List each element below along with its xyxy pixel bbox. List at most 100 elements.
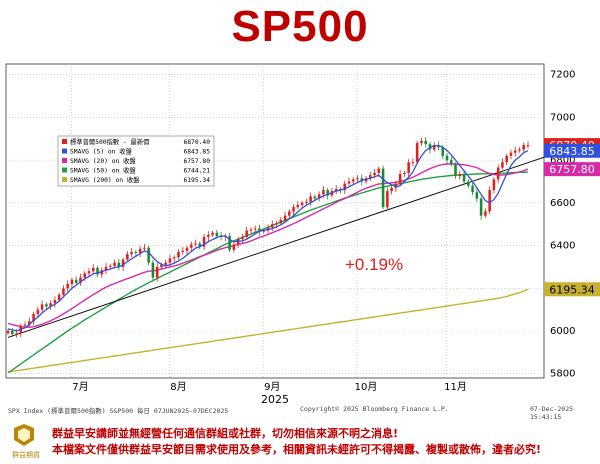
candle <box>117 258 121 271</box>
candle-body <box>91 267 95 272</box>
candle <box>496 164 500 184</box>
candle-body <box>151 262 155 278</box>
candle <box>249 227 253 234</box>
candle <box>36 306 40 318</box>
candle <box>471 182 474 195</box>
candle <box>450 156 453 167</box>
candle-body <box>326 190 329 196</box>
candle-body <box>420 140 423 144</box>
candle-body <box>241 237 244 240</box>
legend-entry-value: 6195.34 <box>183 177 210 184</box>
candle <box>109 263 112 270</box>
candle-body <box>207 234 210 238</box>
candle-body <box>424 140 427 145</box>
candle-body <box>87 271 91 274</box>
timestamp: 07-Dec-2025 15:43:15 <box>530 405 574 421</box>
candle-body <box>202 237 206 247</box>
price-tag: 6843.85 <box>544 143 600 158</box>
candle <box>74 276 78 286</box>
candle-body <box>471 185 474 193</box>
legend-entry-value: 6757.80 <box>183 158 210 165</box>
legend-entry-name: SMAVG (20) on 收盤 <box>70 156 136 165</box>
copyright-note: Copyright© 2025 Bloomberg Finance L.P. <box>300 405 449 413</box>
candle <box>241 234 244 244</box>
candle <box>245 226 248 240</box>
candle-body <box>492 179 496 191</box>
candle-body <box>317 194 321 199</box>
sma200-line <box>7 288 529 373</box>
legend-swatch <box>62 148 67 154</box>
price-tag-label: 6195.34 <box>549 283 595 296</box>
logo-text: 群益期貨 <box>12 451 40 459</box>
candle <box>147 245 150 266</box>
candle <box>185 245 189 255</box>
candle-body <box>501 162 504 168</box>
candle-body <box>450 160 453 165</box>
price-tag-bg <box>544 143 600 158</box>
candle-body <box>194 243 197 245</box>
legend-box <box>57 135 215 187</box>
candle-body <box>79 277 82 283</box>
x-tick-label: 10月 <box>355 381 378 393</box>
price-tag-bg <box>544 162 600 177</box>
candle-body <box>390 187 393 192</box>
candle <box>479 196 483 220</box>
candle <box>198 241 202 250</box>
candle-body <box>23 324 27 326</box>
plot-frame <box>5 63 545 379</box>
candle-body <box>279 219 283 224</box>
candle-body <box>509 152 513 156</box>
candle-body <box>526 145 530 147</box>
y-tick-label: 6800 <box>550 155 575 166</box>
candle-body <box>40 304 44 310</box>
candle-body <box>190 244 193 248</box>
candle <box>369 172 372 182</box>
candle-body <box>462 174 466 182</box>
grid <box>6 64 544 378</box>
candle-body <box>228 235 231 250</box>
candle-body <box>296 204 300 208</box>
candle-body <box>28 321 31 325</box>
candle <box>172 255 176 263</box>
candle-body <box>381 168 385 208</box>
price-tag: 6195.34 <box>544 282 600 297</box>
candle <box>407 159 410 177</box>
candle-body <box>215 232 219 236</box>
candle <box>356 175 359 183</box>
candle <box>522 142 526 153</box>
price-tag: 6757.80 <box>544 162 600 177</box>
candle-body <box>475 192 479 199</box>
chart-title: SP500 <box>231 2 369 51</box>
candle <box>347 177 351 186</box>
candle <box>462 170 466 186</box>
candle <box>104 263 108 275</box>
legend-entry-value: 6843.85 <box>183 149 210 156</box>
candle-body <box>518 149 521 151</box>
candle-body <box>45 304 48 307</box>
candle <box>334 185 338 194</box>
candle <box>488 186 491 215</box>
candle-body <box>513 150 517 153</box>
candle-body <box>300 202 304 205</box>
sma200-series <box>7 288 529 373</box>
candle-body <box>181 250 185 252</box>
candle <box>518 147 521 153</box>
candle <box>501 158 504 170</box>
candle-body <box>322 190 325 195</box>
candle <box>403 170 406 177</box>
sma20-line <box>7 163 529 328</box>
candle <box>70 277 74 289</box>
candle <box>420 137 423 146</box>
x-tick-label: 11月 <box>444 381 467 393</box>
legend-swatch <box>62 177 67 182</box>
candle-body <box>270 224 274 228</box>
candle-body <box>57 294 61 301</box>
price-chart: 72007000680066006400620060005800 7月8月9月1… <box>5 63 600 406</box>
candle-body <box>305 201 308 203</box>
candle-body <box>458 174 462 177</box>
candle-body <box>398 174 402 184</box>
candle <box>96 265 99 278</box>
candle-body <box>10 331 14 335</box>
legend-entry-name: SMAVG (5) on 收盤 <box>70 147 133 156</box>
